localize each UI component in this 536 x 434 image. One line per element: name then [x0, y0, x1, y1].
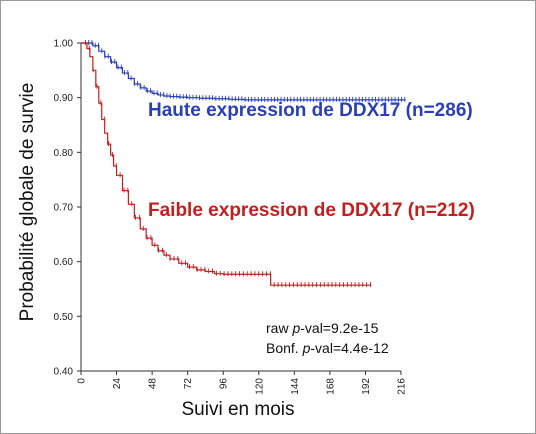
y-tick-label: 0.70: [54, 203, 74, 214]
axes: 1.00 0.90 0.80 0.70 0.60 0.50 0.400 24 48 72 96 120…: [54, 39, 408, 395]
x-axis-title: Suivi en mois: [182, 399, 295, 420]
y-tick-label: 1.00: [54, 39, 74, 50]
x-tick-label: 96: [219, 378, 230, 390]
y-tick-label: 0.50: [54, 312, 74, 323]
x-tick-label: 0: [77, 378, 88, 384]
x-tick-label: 216: [397, 378, 408, 395]
y-tick-label: 0.90: [54, 93, 74, 104]
high-censor-marks: [84, 40, 406, 102]
raw-pval-text: raw p-val=9.2e-15: [266, 320, 379, 336]
y-tick-label: 0.80: [54, 148, 74, 159]
x-tick-label: 192: [361, 378, 372, 395]
series-label-high: Haute expression de DDX17 (n=286): [148, 100, 473, 121]
series-label-low: Faible expression de DDX17 (n=212): [148, 200, 475, 221]
x-tick-label: 72: [183, 378, 194, 390]
x-tick-label: 168: [325, 378, 336, 395]
x-tick-label: 120: [254, 378, 265, 395]
x-tick-label: 48: [148, 378, 159, 390]
bonf-pval-text: Bonf. p-val=4.4e-12: [266, 340, 389, 356]
survival-curves: [81, 40, 406, 288]
high-expression-curve: [81, 42, 406, 101]
x-tick-label: 24: [112, 378, 123, 390]
x-tick-label: 144: [290, 378, 301, 395]
low-expression-curve: [81, 42, 372, 286]
y-tick-label: 0.60: [54, 257, 74, 268]
y-tick-label: 0.40: [54, 367, 74, 378]
low-censor-marks: [84, 40, 371, 288]
y-axis-title: Probabilité globale de survie: [17, 83, 38, 322]
